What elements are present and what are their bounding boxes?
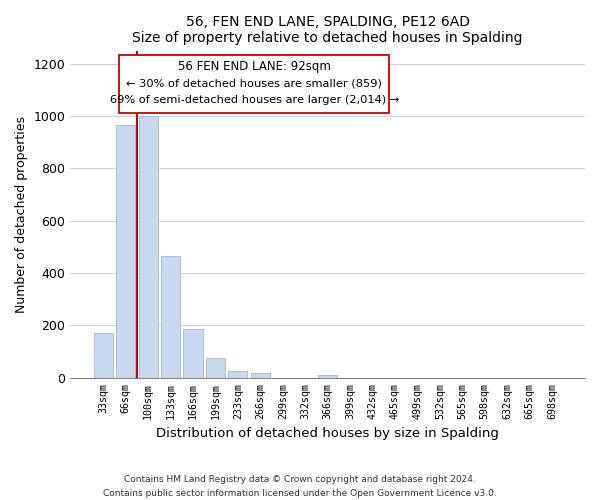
FancyBboxPatch shape [119,56,389,112]
Bar [229,372,247,378]
Bar [116,125,135,378]
Title: 56, FEN END LANE, SPALDING, PE12 6AD
Size of property relative to detached house: 56, FEN END LANE, SPALDING, PE12 6AD Siz… [133,15,523,45]
Bar [206,358,225,378]
Bar [161,256,180,378]
Text: 69% of semi-detached houses are larger (2,014) →: 69% of semi-detached houses are larger (… [110,94,399,104]
Text: Contains HM Land Registry data © Crown copyright and database right 2024.
Contai: Contains HM Land Registry data © Crown c… [103,476,497,498]
Bar [318,375,337,378]
Text: 56 FEN END LANE: 92sqm: 56 FEN END LANE: 92sqm [178,60,331,74]
Bar [139,116,158,378]
Y-axis label: Number of detached properties: Number of detached properties [15,116,28,312]
Bar [94,334,113,378]
Bar [184,330,203,378]
X-axis label: Distribution of detached houses by size in Spalding: Distribution of detached houses by size … [156,427,499,440]
Text: ← 30% of detached houses are smaller (859): ← 30% of detached houses are smaller (85… [127,78,382,88]
Bar [251,372,270,378]
